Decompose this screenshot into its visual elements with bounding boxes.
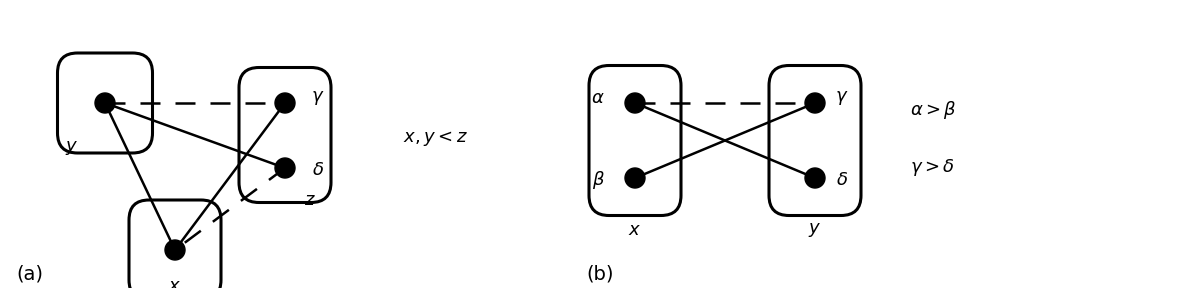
- FancyBboxPatch shape: [588, 65, 681, 215]
- Circle shape: [625, 93, 645, 113]
- Text: $\alpha > \beta$: $\alpha > \beta$: [910, 99, 957, 121]
- Text: $\gamma$: $\gamma$: [836, 89, 849, 107]
- Text: $x$: $x$: [168, 277, 181, 288]
- Circle shape: [275, 158, 295, 178]
- Text: $x, y < z$: $x, y < z$: [403, 128, 467, 147]
- Text: $\gamma > \delta$: $\gamma > \delta$: [910, 158, 955, 179]
- Text: $\alpha$: $\alpha$: [591, 89, 605, 107]
- Circle shape: [805, 93, 825, 113]
- Text: $\delta$: $\delta$: [836, 171, 849, 189]
- Text: $y$: $y$: [809, 221, 822, 239]
- Text: $x$: $x$: [629, 221, 641, 239]
- Circle shape: [95, 93, 115, 113]
- Circle shape: [165, 240, 185, 260]
- Text: $\delta$: $\delta$: [312, 161, 324, 179]
- Text: (a): (a): [16, 264, 44, 283]
- FancyBboxPatch shape: [239, 67, 331, 202]
- FancyBboxPatch shape: [129, 200, 221, 288]
- FancyBboxPatch shape: [769, 65, 862, 215]
- Text: $y$: $y$: [66, 139, 79, 157]
- Text: $\beta$: $\beta$: [592, 169, 605, 191]
- Text: $z$: $z$: [304, 191, 315, 209]
- Circle shape: [275, 93, 295, 113]
- Circle shape: [805, 168, 825, 188]
- Circle shape: [625, 168, 645, 188]
- Text: $\gamma$: $\gamma$: [311, 89, 325, 107]
- FancyBboxPatch shape: [58, 53, 153, 153]
- Text: (b): (b): [586, 264, 613, 283]
